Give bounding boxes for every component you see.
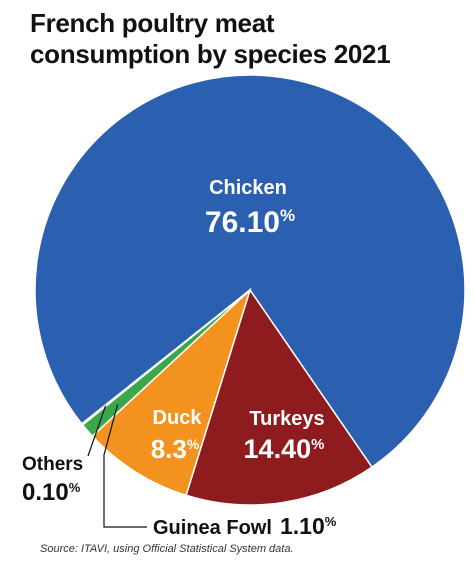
pie-slice-others (80, 289, 251, 426)
slice-name-chicken: Chicken (209, 177, 287, 199)
leader-line-others (87, 405, 107, 457)
slice-value-chicken: 76.10% (205, 206, 295, 239)
slice-value-turkeys: 14.40% (244, 434, 325, 464)
pie-slice-duck (91, 287, 252, 497)
chart-title-line-2: consumption by species 2021 (30, 39, 391, 69)
slice-value-duck: 8.3% (151, 434, 200, 464)
pie-slices (34, 74, 466, 506)
pie-slice-turkeys (185, 288, 373, 506)
slice-name-duck: Duck (153, 407, 203, 429)
pie-slice-chicken (34, 74, 466, 469)
leader-line-guinea-fowl (103, 404, 147, 528)
chart-title-line-1: French poultry meat (30, 8, 275, 38)
slice-name-guinea-fowl: Guinea Fowl (153, 517, 272, 539)
chart-title: French poultry meat consumption by speci… (30, 8, 391, 70)
slice-name-turkeys: Turkeys (249, 408, 324, 430)
slice-name-others: Others (22, 454, 83, 475)
pie-labels: Chicken 76.10% Turkeys 14.40% Duck 8.3% Others… (22, 177, 337, 539)
source-note: Source: ITAVI, using Official Statistica… (40, 543, 294, 555)
slice-value-guinea-fowl: 1.10% (280, 513, 337, 539)
slice-value-others: 0.10% (22, 479, 81, 506)
